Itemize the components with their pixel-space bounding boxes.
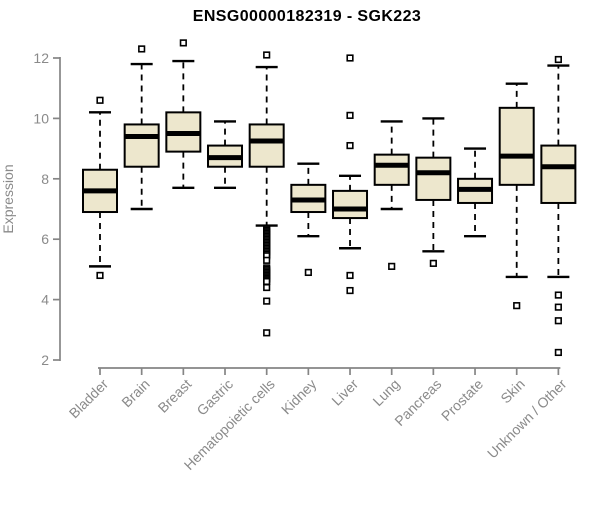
outlier-point [346, 111, 354, 119]
boxplot-lung [373, 120, 410, 270]
outlier-point [96, 271, 104, 280]
outlier-point [263, 51, 271, 59]
boxplot-skin [498, 82, 535, 310]
outlier-point [346, 141, 354, 150]
iqr-box [415, 156, 452, 201]
x-tick-label-brain: Brain [118, 376, 152, 410]
x-tick-label-bladder: Bladder [66, 376, 112, 422]
x-tick-label-kidney: Kidney [278, 376, 320, 418]
outlier-point [263, 297, 271, 305]
boxplot-prostate [457, 147, 494, 238]
outlier-point [304, 268, 312, 277]
outlier-point [554, 55, 562, 64]
boxplot-hematopoietic-cells [248, 51, 285, 337]
y-tick-label: 6 [41, 231, 49, 247]
outlier-point [263, 283, 271, 292]
outlier-point [554, 348, 562, 357]
outlier-point [263, 329, 271, 337]
y-tick-label: 2 [41, 352, 49, 368]
x-tick-label-skin: Skin [497, 376, 528, 407]
x-tick-label-unknown-other: Unknown / Other [484, 376, 570, 462]
x-tick-label-liver: Liver [328, 376, 361, 409]
x-tick-label-prostate: Prostate [438, 376, 486, 424]
chart-title: ENSG00000182319 - SGK223 [193, 8, 421, 25]
outlier-point [346, 54, 354, 62]
y-tick-label: 4 [41, 292, 49, 308]
outlier-point [554, 303, 562, 311]
boxplot-breast [165, 39, 202, 190]
outlier-point [554, 291, 562, 299]
y-axis-label: Expression [0, 164, 16, 233]
boxplot-pancreas [415, 117, 452, 267]
plot-elements: 2 4 6 8 10 12 Bladder Brain Breast GastricHematop… [33, 39, 577, 473]
boxplot-bladder [82, 96, 118, 280]
outlier-point [513, 302, 521, 310]
outlier-point [179, 39, 187, 47]
iqr-box [373, 153, 410, 186]
outlier-point [346, 271, 354, 280]
iqr-box [540, 144, 577, 204]
outlier-point [263, 277, 271, 286]
boxplot-brain [123, 45, 160, 211]
boxplot-unknown-other [540, 55, 577, 357]
iqr-box [332, 189, 369, 220]
boxplot-liver [332, 54, 369, 295]
y-tick-label: 10 [33, 110, 49, 126]
boxplot-gastric [207, 120, 244, 190]
outlier-point [429, 259, 437, 267]
outlier-point [96, 96, 104, 104]
outlier-point [554, 317, 562, 325]
outlier-point [138, 45, 146, 53]
y-tick-label: 8 [41, 171, 49, 187]
x-tick-label-breast: Breast [155, 376, 195, 416]
iqr-box [248, 123, 285, 168]
outlier-point [388, 262, 396, 270]
boxplot-kidney [290, 162, 327, 277]
outlier-point [263, 256, 271, 264]
y-tick-label: 12 [33, 50, 49, 66]
y-axis: 2 4 6 8 10 12 [33, 50, 61, 368]
iqr-box [498, 106, 535, 186]
iqr-box [123, 123, 160, 168]
outlier-point [346, 286, 354, 295]
x-tick-label-lung: Lung [369, 376, 402, 409]
